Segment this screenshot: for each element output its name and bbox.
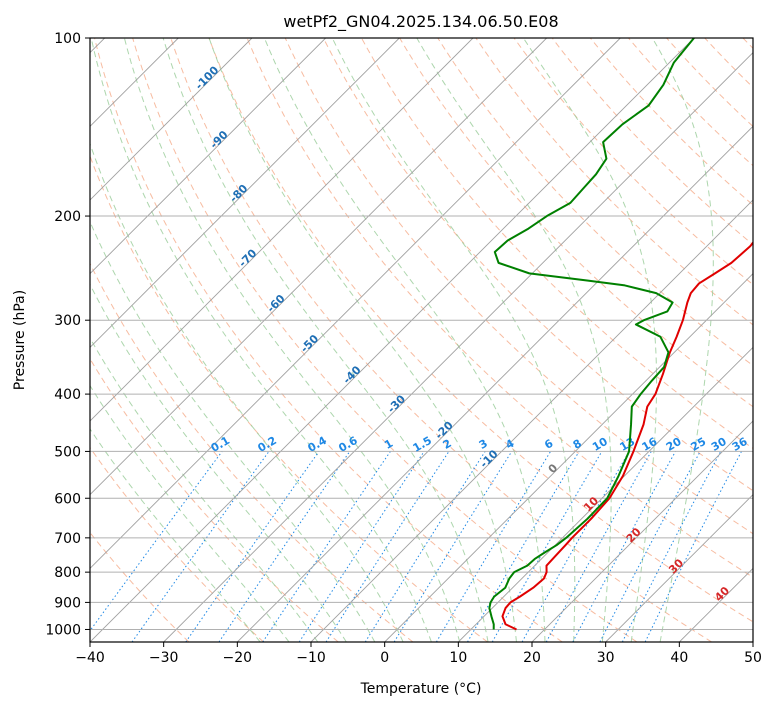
y-tick-label: 500 [54,444,81,460]
isotherm-line [531,420,753,642]
moist-adiabat [208,38,517,642]
dry-adiabat [90,262,414,642]
moist-adiabat [90,428,261,642]
chart-title: wetPf2_GN04.2025.134.06.50.E08 [283,12,558,32]
mixing-ratio-line [644,451,742,642]
y-tick-label: 100 [54,31,81,47]
x-axis-label: Temperature (°C) [360,681,482,697]
x-axis-ticks: −40 −30 −20 −10 0 10 20 30 40 50 [75,642,762,666]
dry-adiabat [322,38,753,492]
moist-adiabat [522,38,658,642]
dry-adiabat [246,38,753,578]
moist-adiabat [416,38,612,642]
dry-adiabat [513,38,753,286]
isotherm-line [90,38,621,569]
temperature-line [501,241,753,631]
y-axis-ticks: 1000 900 800 700 600 500 400 300 200 100 [45,31,90,638]
y-tick-label: 1000 [45,622,81,638]
mixing-ratio-line [218,451,351,642]
dewpoint-line [488,38,695,630]
isotherm-line [90,38,695,642]
dry-adiabat [208,38,753,623]
y-tick-label: 200 [54,209,81,225]
isotherm-line [90,38,326,275]
x-tick-label: 20 [523,650,541,666]
isotherm-line [310,199,753,642]
plot-frame [89,37,754,643]
x-tick-label: −10 [296,650,326,666]
y-tick-label: 600 [54,491,81,507]
x-tick-label: −20 [223,650,253,666]
mixing-ratio-line [185,451,320,642]
x-tick-label: 30 [597,650,615,666]
mixing-ratio-line [90,451,223,632]
mixing-ratio-line [545,451,652,642]
dry-adiabat [90,446,264,642]
y-tick-label: 400 [54,387,81,403]
moist-adiabat [90,384,290,642]
mixing-ratio-line [572,451,676,642]
isotherm-line [237,125,753,642]
y-tick-label: 800 [54,565,81,581]
isotherm-line [90,38,253,201]
moist-adiabat [90,142,404,642]
x-tick-label: 0 [380,650,389,666]
isotherm-line [163,52,753,642]
moist-adiabat [90,220,376,642]
isotherm-line [90,38,474,422]
mixing-ratio-line [325,451,450,642]
mixing-ratio-line [521,451,630,642]
moist-adiabat [162,38,489,642]
moist-adiabat [331,38,576,642]
dry-adiabat [90,357,339,642]
background-guides [90,38,753,642]
y-tick-label: 700 [54,531,81,547]
profile-series [488,38,753,631]
mixing-ratio-line [393,451,513,642]
x-tick-label: −40 [75,650,105,666]
moist-adiabat [123,38,461,642]
moist-adiabat [90,337,319,642]
mixing-ratio-line [621,451,722,642]
dry-adiabat [475,38,753,326]
x-tick-label: 50 [744,650,762,666]
dry-adiabat [170,38,713,642]
isotherm-line [605,494,753,642]
grid-lines [90,38,753,642]
mixing-ratio-line [298,451,425,642]
x-tick-label: 10 [449,650,467,666]
y-axis-label: Pressure (hPa) [12,290,28,390]
isotherm-line [90,38,400,348]
moist-adiabat [90,38,432,642]
x-tick-label: 40 [670,650,688,666]
y-tick-label: 300 [54,313,81,329]
moist-adiabat [263,38,546,642]
y-tick-label: 900 [54,595,81,611]
dry-adiabat [284,38,753,535]
isotherm-line [384,273,753,642]
isotherm-line [90,38,547,496]
plot-background [90,38,753,642]
dry-adiabat [94,38,563,642]
x-tick-label: −30 [149,650,179,666]
mixing-ratio-line [262,451,391,642]
moist-adiabat [651,38,714,642]
isotherm-line [458,346,753,642]
moist-adiabat [90,283,347,642]
